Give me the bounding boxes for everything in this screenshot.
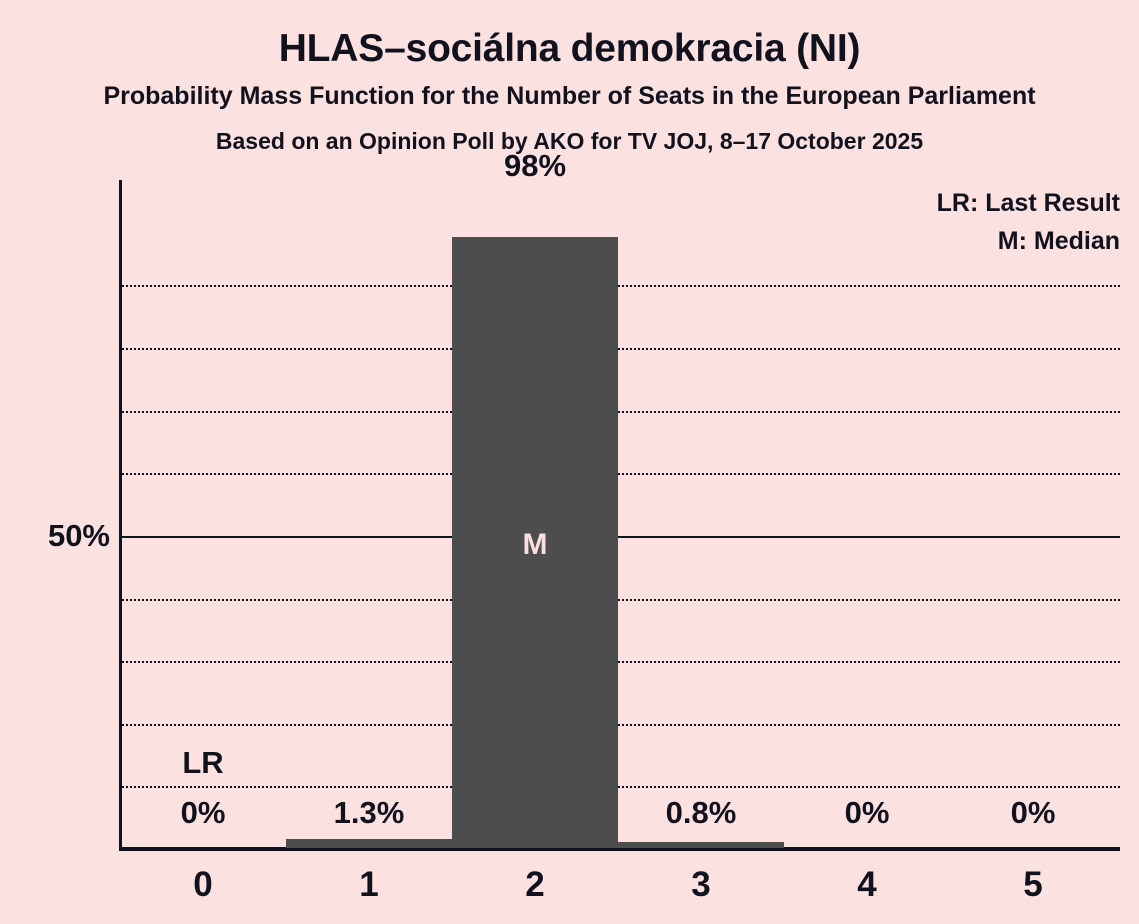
last-result-marker: LR [182, 745, 224, 780]
x-axis-tick-0: 0 [193, 865, 213, 904]
bar-value-seat-4: 0% [844, 795, 890, 830]
bar-value-seat-2: 98% [503, 148, 567, 183]
gridline-40 [119, 599, 1120, 601]
x-axis-tick-4: 4 [857, 865, 877, 904]
chart-source-note: Based on an Opinion Poll by AKO for TV J… [215, 128, 924, 154]
plot-area: M LR 0% 1.3% 98% 0.8% 0% 0% [119, 148, 1120, 848]
bar-value-seat-0: 0% [180, 795, 226, 830]
legend-item-last-result: LR: Last Result [936, 189, 1120, 217]
gridline-70 [119, 411, 1120, 413]
x-axis-line [119, 847, 1120, 851]
gridline-60 [119, 473, 1120, 475]
gridline-30 [119, 661, 1120, 663]
page-title: HLAS–sociálna demokracia (NI) [278, 27, 861, 70]
gridline-90 [119, 285, 1120, 287]
median-marker: M [522, 528, 548, 561]
bar-value-seat-3: 0.8% [665, 795, 737, 830]
gridline-50-major [119, 536, 1120, 538]
chart-legend: LR: Last Result M: Median [937, 184, 1120, 260]
chart-header: HLAS–sociálna demokracia (NI) Probabilit… [0, 0, 1139, 157]
bar-value-seat-1: 1.3% [333, 795, 405, 830]
bar-seat-3[interactable] [618, 842, 784, 848]
x-axis-tick-5: 5 [1023, 865, 1043, 904]
x-axis-tick-1: 1 [359, 865, 379, 904]
x-axis-tick-2: 2 [525, 865, 545, 904]
x-axis-tick-3: 3 [691, 865, 711, 904]
chart-subtitle: Probability Mass Function for the Number… [103, 82, 1036, 110]
plot-background [119, 180, 1120, 848]
gridline-10 [119, 786, 1120, 788]
legend-item-median: M: Median [997, 227, 1120, 255]
y-axis-line [119, 180, 122, 850]
bar-seat-1[interactable] [286, 839, 452, 848]
bar-seat-2[interactable] [452, 237, 618, 848]
gridline-20 [119, 724, 1120, 726]
y-axis-tick-50: 50% [47, 518, 110, 553]
bar-value-seat-5: 0% [1010, 795, 1056, 830]
gridline-80 [119, 348, 1120, 350]
